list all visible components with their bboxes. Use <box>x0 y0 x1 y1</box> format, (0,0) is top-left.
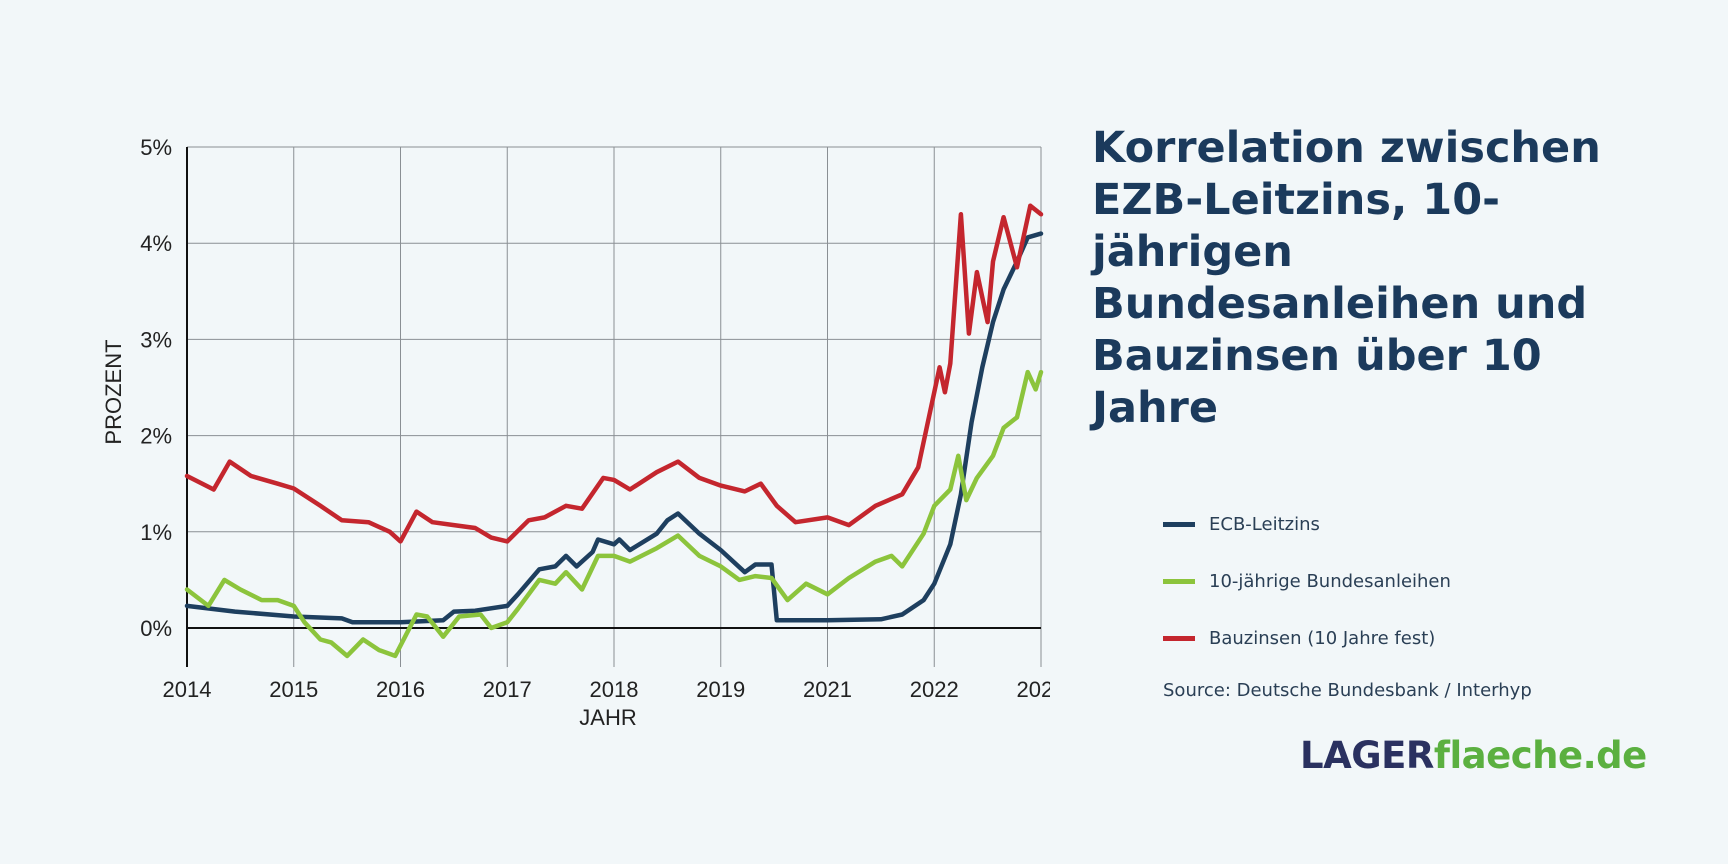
chart-title: Korrelation zwischen EZB-Leitzins, 10-jä… <box>1092 123 1601 433</box>
y-tick-label: 3% <box>140 327 172 352</box>
series-line-ecb-leitzins <box>184 231 1044 625</box>
legend-swatch <box>1163 579 1195 584</box>
y-tick-label: 4% <box>140 231 172 256</box>
legend-label: ECB-Leitzins <box>1209 514 1320 535</box>
legend-swatch <box>1163 522 1195 527</box>
legend-item-ecb: ECB-Leitzins <box>1163 496 1451 553</box>
x-tick-label: 2015 <box>269 677 318 702</box>
x-axis-label: JAHR <box>579 705 636 730</box>
x-tick-label: 2018 <box>590 677 639 702</box>
legend-item-bund: 10-jährige Bundesanleihen <box>1163 553 1451 610</box>
x-tick-label: 2021 <box>803 677 852 702</box>
logo-part2: flaeche.de <box>1433 734 1647 777</box>
x-tick-label: 2024 <box>1017 677 1050 702</box>
x-tick-label: 2019 <box>696 677 745 702</box>
logo: LAGERflaeche.de <box>1300 734 1647 777</box>
y-tick-label: 2% <box>140 424 172 449</box>
series-line-bundesanleihen <box>184 369 1044 659</box>
x-axis: 2014 2015 2016 2017 2018 2019 2021 2022 2024 <box>163 677 1050 702</box>
line-chart: 0% 1% 2% 3% 4% 5% 2014 2015 2016 2017 2018 2019 202… <box>101 135 1050 730</box>
legend: ECB-Leitzins 10-jährige Bundesanleihen B… <box>1163 496 1451 667</box>
y-axis-label: PROZENT <box>101 339 126 444</box>
legend-label: Bauzinsen (10 Jahre fest) <box>1209 628 1436 649</box>
y-tick-label: 5% <box>140 135 172 160</box>
legend-item-bauzinsen: Bauzinsen (10 Jahre fest) <box>1163 610 1451 667</box>
grid <box>186 146 1042 667</box>
legend-swatch <box>1163 636 1195 641</box>
series-lines <box>184 203 1044 659</box>
y-tick-label: 1% <box>140 520 172 545</box>
legend-label: 10-jährige Bundesanleihen <box>1209 571 1451 592</box>
logo-part1: LAGER <box>1300 734 1434 777</box>
source-note: Source: Deutsche Bundesbank / Interhyp <box>1163 680 1532 701</box>
series-line-bauzinsen <box>184 203 1044 544</box>
x-tick-label: 2016 <box>376 677 425 702</box>
x-tick-label: 2017 <box>483 677 532 702</box>
y-axis: 0% 1% 2% 3% 4% 5% <box>140 135 172 641</box>
y-tick-label: 0% <box>140 616 172 641</box>
x-tick-label: 2014 <box>163 677 212 702</box>
x-tick-label: 2022 <box>910 677 959 702</box>
